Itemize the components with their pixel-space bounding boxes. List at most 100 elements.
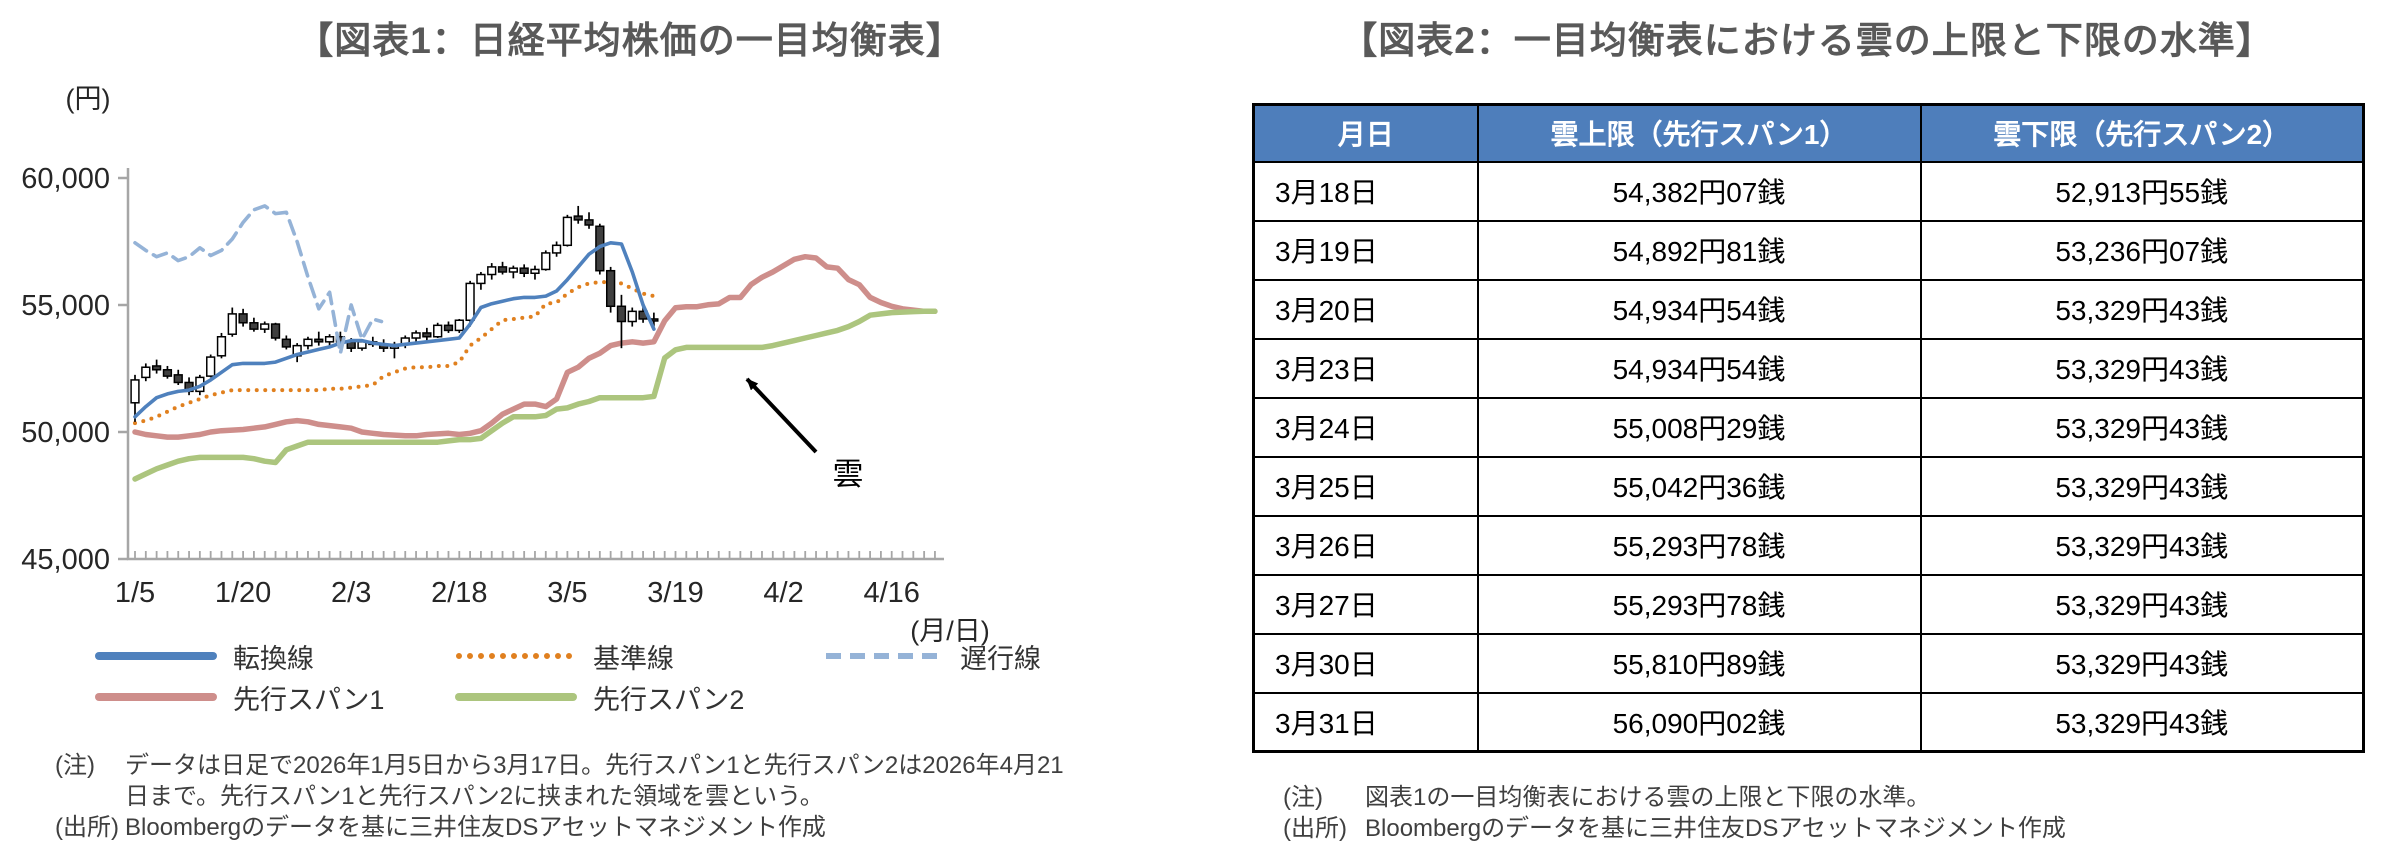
- table-row: 3月19日 54,892円81銭 53,236円07銭: [1252, 219, 2365, 281]
- cell-date: 3月20日: [1252, 278, 1479, 340]
- cell-date: 3月26日: [1252, 514, 1479, 576]
- y-tick-label: 60,000: [21, 163, 110, 195]
- series-転換線: [133, 241, 656, 419]
- legend-item-undefined: 転換線: [95, 639, 314, 674]
- cell-cloud-lower: 53,329円43銭: [1919, 632, 2365, 694]
- source-text: Bloombergのデータを基に三井住友DSアセットマネジメント作成: [1365, 815, 2066, 842]
- source-text: Bloombergのデータを基に三井住友DSアセットマネジメント作成: [125, 814, 826, 841]
- series-先行スパン1: [132, 253, 938, 440]
- cell-cloud-lower: 52,913円55銭: [1919, 160, 2365, 222]
- legend-item-undefined: 先行スパン1: [95, 680, 385, 715]
- cloud-annotation-label: 雲: [833, 457, 864, 492]
- series-先行スパン2: [132, 308, 938, 482]
- note-text: 図表1の一目均衡表における雲の上限と下限の水準。: [1365, 784, 1931, 811]
- figure1-notes: (注) データは日足で2026年1月5日から3月17日。先行スパン1と先行スパン…: [55, 750, 1215, 843]
- x-tick-label: 4/2: [763, 577, 803, 609]
- cell-date: 3月23日: [1252, 337, 1479, 399]
- table-header-row: 月日 雲上限（先行スパン1） 雲下限（先行スパン2）: [1252, 103, 2365, 163]
- cell-cloud-upper: 54,892円81銭: [1476, 219, 1922, 281]
- legend-swatch-icon: [95, 648, 217, 664]
- note-label: (注): [55, 752, 95, 779]
- x-tick-label: 3/19: [647, 577, 703, 609]
- cell-cloud-upper: 55,042円36銭: [1476, 455, 1922, 517]
- legend-label: 基準線: [593, 643, 674, 674]
- x-tick-label: 1/5: [115, 577, 155, 609]
- ichimoku-chart-area: 60,000 55,000 50,000 45,000 1/5 1/20 2/3 2/18 3/…: [0, 80, 1230, 660]
- legend-label: 先行スパン1: [233, 684, 385, 715]
- chart-legend: 転換線 基準線 遅行線先行スパン1 先行スパン2: [0, 633, 1230, 728]
- cell-cloud-lower: 53,329円43銭: [1919, 691, 2365, 753]
- cell-date: 3月19日: [1252, 219, 1479, 281]
- table-row: 3月31日 56,090円02銭 53,329円43銭: [1252, 691, 2365, 753]
- table-row: 3月25日 55,042円36銭 53,329円43銭: [1252, 455, 2365, 517]
- cell-cloud-lower: 53,329円43銭: [1919, 337, 2365, 399]
- header-date: 月日: [1252, 103, 1479, 163]
- y-axis-unit: (円): [66, 84, 111, 114]
- y-tick-label: 50,000: [21, 417, 110, 449]
- x-tick-label: 3/5: [547, 577, 587, 609]
- legend-item-undefined: 基準線: [455, 639, 674, 674]
- x-tick-label: 4/16: [863, 577, 919, 609]
- legend-swatch-icon: [822, 648, 944, 664]
- legend-label: 遅行線: [960, 643, 1041, 674]
- x-tick-label: 1/20: [215, 577, 271, 609]
- table-row: 3月27日 55,293円78銭 53,329円43銭: [1252, 573, 2365, 635]
- legend-label: 先行スパン2: [593, 684, 745, 715]
- cell-date: 3月24日: [1252, 396, 1479, 458]
- source-label: (出所): [1283, 815, 1347, 842]
- cell-cloud-lower: 53,329円43銭: [1919, 455, 2365, 517]
- table-row: 3月18日 54,382円07銭 52,913円55銭: [1252, 160, 2365, 222]
- legend-label: 転換線: [233, 643, 314, 674]
- cell-date: 3月31日: [1252, 691, 1479, 753]
- y-tick-label: 45,000: [21, 544, 110, 576]
- series-基準線: [133, 280, 656, 426]
- y-tick-label: 55,000: [21, 290, 110, 322]
- cell-cloud-lower: 53,329円43銭: [1919, 396, 2365, 458]
- legend-item-undefined: 先行スパン2: [455, 680, 745, 715]
- figure2-notes: (注) 図表1の一目均衡表における雲の上限と下限の水準。 (出所) Bloomb…: [1283, 782, 2373, 844]
- candlesticks: [130, 205, 659, 422]
- x-tick-label: 2/18: [431, 577, 487, 609]
- cell-cloud-upper: 54,934円54銭: [1476, 278, 1922, 340]
- note-line1: データは日足で2026年1月5日から3月17日。先行スパン1と先行スパン2は20…: [125, 752, 1064, 779]
- header-upper: 雲上限（先行スパン1）: [1476, 103, 1922, 163]
- note-text: データは日足で2026年1月5日から3月17日。先行スパン1と先行スパン2は20…: [125, 750, 1215, 812]
- legend-swatch-icon: [455, 648, 577, 664]
- cell-date: 3月27日: [1252, 573, 1479, 635]
- note-line2: 日まで。先行スパン1と先行スパン2に挟まれた領域を雲という。: [125, 783, 824, 810]
- cell-cloud-upper: 55,008円29銭: [1476, 396, 1922, 458]
- figure1-title: 【図表1：日経平均株価の一目均衡表】: [296, 20, 964, 61]
- x-axis-unit: (月/日): [910, 616, 989, 646]
- cell-cloud-lower: 53,329円43銭: [1919, 278, 2365, 340]
- cell-date: 3月18日: [1252, 160, 1479, 222]
- note-label: (注): [1283, 784, 1323, 811]
- table-row: 3月20日 54,934円54銭 53,329円43銭: [1252, 278, 2365, 340]
- cell-cloud-lower: 53,329円43銭: [1919, 514, 2365, 576]
- series-遅行線: [133, 204, 384, 356]
- legend-swatch-icon: [95, 689, 217, 705]
- figure2-title: 【図表2：一目均衡表における雲の上限と下限の水準】: [1340, 20, 2274, 61]
- cell-cloud-lower: 53,329円43銭: [1919, 573, 2365, 635]
- cell-cloud-upper: 56,090円02銭: [1476, 691, 1922, 753]
- legend-item-undefined: 遅行線: [822, 639, 1041, 674]
- table-row: 3月26日 55,293円78銭 53,329円43銭: [1252, 514, 2365, 576]
- legend-swatch-icon: [455, 689, 577, 705]
- cell-cloud-upper: 54,934円54銭: [1476, 337, 1922, 399]
- table-row: 3月30日 55,810円89銭 53,329円43銭: [1252, 632, 2365, 694]
- cell-cloud-lower: 53,236円07銭: [1919, 219, 2365, 281]
- header-lower: 雲下限（先行スパン2）: [1919, 103, 2365, 163]
- cell-cloud-upper: 55,293円78銭: [1476, 514, 1922, 576]
- table-row: 3月24日 55,008円29銭 53,329円43銭: [1252, 396, 2365, 458]
- x-tick-label: 2/3: [331, 577, 371, 609]
- cloud-levels-table: 月日 雲上限（先行スパン1） 雲下限（先行スパン2） 3月18日 54,382円0…: [1252, 103, 2365, 753]
- cloud-arrow: [745, 377, 818, 454]
- cell-cloud-upper: 55,810円89銭: [1476, 632, 1922, 694]
- cell-date: 3月25日: [1252, 455, 1479, 517]
- table-row: 3月23日 54,934円54銭 53,329円43銭: [1252, 337, 2365, 399]
- cell-cloud-upper: 55,293円78銭: [1476, 573, 1922, 635]
- source-label: (出所): [55, 814, 119, 841]
- cell-date: 3月30日: [1252, 632, 1479, 694]
- cell-cloud-upper: 54,382円07銭: [1476, 160, 1922, 222]
